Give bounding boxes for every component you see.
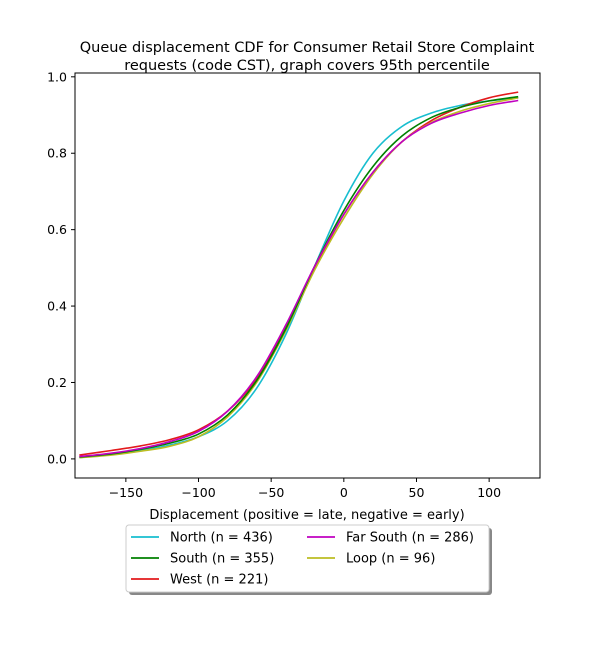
- y-tick-label: 0.6: [47, 222, 67, 237]
- y-tick-label: 0.4: [47, 299, 67, 314]
- y-tick-label: 0.8: [47, 146, 67, 161]
- series-line-3: [79, 95, 519, 458]
- x-tick-label: 100: [477, 485, 501, 500]
- legend-entries: North (n = 436) South (n = 355) West (n = …: [131, 531, 474, 588]
- legend-label-4: Far South (n = 286): [346, 531, 474, 546]
- series-line-2: [79, 97, 519, 459]
- x-tick-label: −100: [181, 485, 215, 500]
- y-tick-label: 1.0: [47, 69, 67, 84]
- legend-label-0: North (n = 436): [170, 531, 273, 546]
- x-axis-label: Displacement (positive = late, negative …: [149, 508, 464, 523]
- legend-label-3: South (n = 355): [170, 552, 274, 567]
- y-tick-label: 0.0: [47, 451, 67, 466]
- plot-frame: [74, 72, 541, 479]
- x-tick-label: −150: [109, 485, 143, 500]
- series-line-1: [79, 91, 519, 456]
- legend: North (n = 436) South (n = 355) West (n = …: [125, 524, 492, 595]
- x-tick-label: 50: [409, 485, 425, 500]
- y-tick-label: 0.2: [47, 375, 67, 390]
- axes-layer: −150 −100 −50 0 50 100 0.0 0.2 0.4 0.6 0.8 1.0: [47, 69, 501, 500]
- series-line-0: [79, 97, 519, 459]
- x-tick-label: −50: [258, 485, 284, 500]
- legend-label-2: Loop (n = 96): [346, 552, 435, 567]
- chart-title-line-2: requests (code CST), graph covers 95th p…: [124, 58, 490, 74]
- series-layer: [79, 91, 519, 459]
- series-line-4: [79, 99, 519, 458]
- chart-title-line-1: Queue displacement CDF for Consumer Reta…: [80, 40, 535, 56]
- x-tick-label: 0: [340, 485, 348, 500]
- legend-label-1: West (n = 221): [170, 573, 268, 588]
